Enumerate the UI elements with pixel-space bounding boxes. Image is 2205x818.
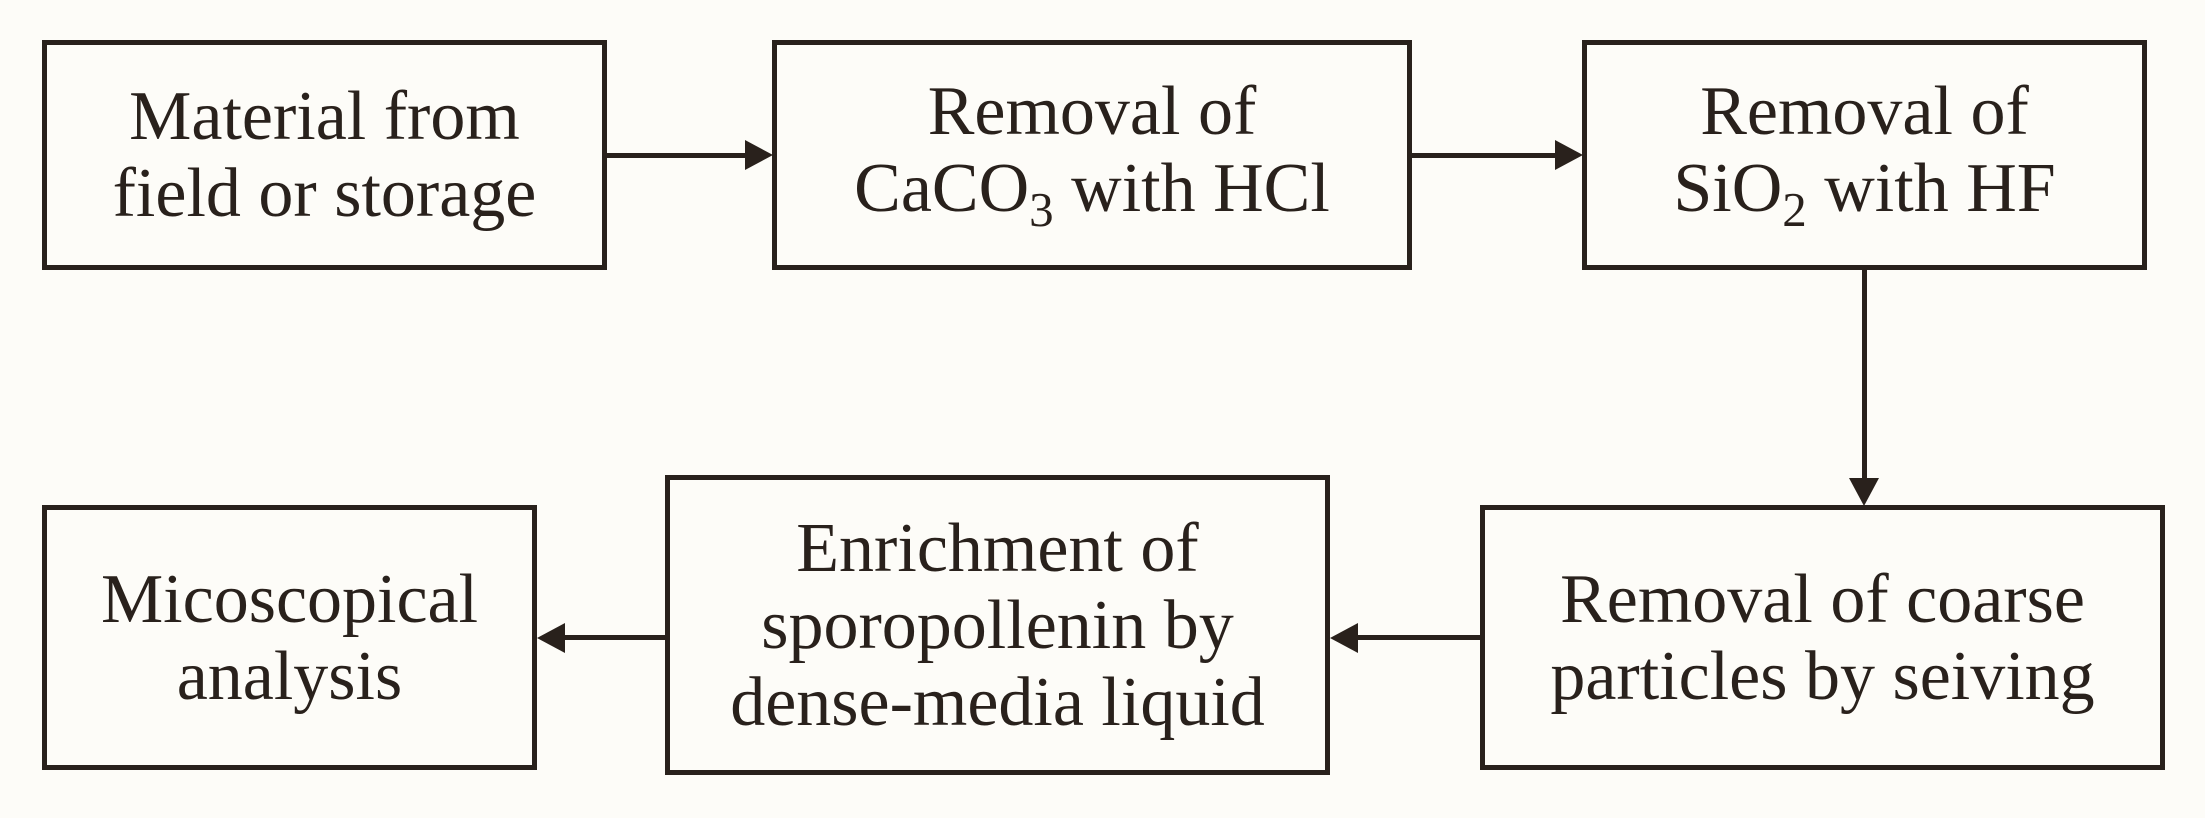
flowchart-node-label: Micoscopicalanalysis	[101, 561, 478, 715]
arrow-line	[607, 153, 745, 158]
arrow-head-right-icon	[745, 140, 773, 170]
arrow-line	[1412, 153, 1555, 158]
arrow-head-left-icon	[1330, 623, 1358, 653]
flowchart-node-label: Material fromfield or storage	[113, 78, 537, 232]
flowchart-node-n4: Removal of coarseparticles by seiving	[1480, 505, 2165, 770]
flowchart-node-n5: Enrichment ofsporopollenin bydense-media…	[665, 475, 1330, 775]
arrow-line	[1862, 270, 1867, 480]
arrow-head-right-icon	[1555, 140, 1583, 170]
flowchart-node-n2: Removal ofCaCO3 with HCl	[772, 40, 1412, 270]
flowchart-node-n6: Micoscopicalanalysis	[42, 505, 537, 770]
flowchart-node-label: Removal ofSiO2 with HF	[1673, 73, 2055, 237]
flowchart-node-label: Enrichment ofsporopollenin bydense-media…	[730, 510, 1265, 741]
flowchart-node-label: Removal of coarseparticles by seiving	[1550, 561, 2094, 715]
arrow-head-left-icon	[537, 623, 565, 653]
arrow-head-down-icon	[1849, 478, 1879, 506]
flowchart-node-n3: Removal ofSiO2 with HF	[1582, 40, 2147, 270]
flowchart-node-label: Removal ofCaCO3 with HCl	[854, 73, 1330, 237]
arrow-line	[1358, 635, 1480, 640]
flowchart-node-n1: Material fromfield or storage	[42, 40, 607, 270]
arrow-line	[565, 635, 665, 640]
